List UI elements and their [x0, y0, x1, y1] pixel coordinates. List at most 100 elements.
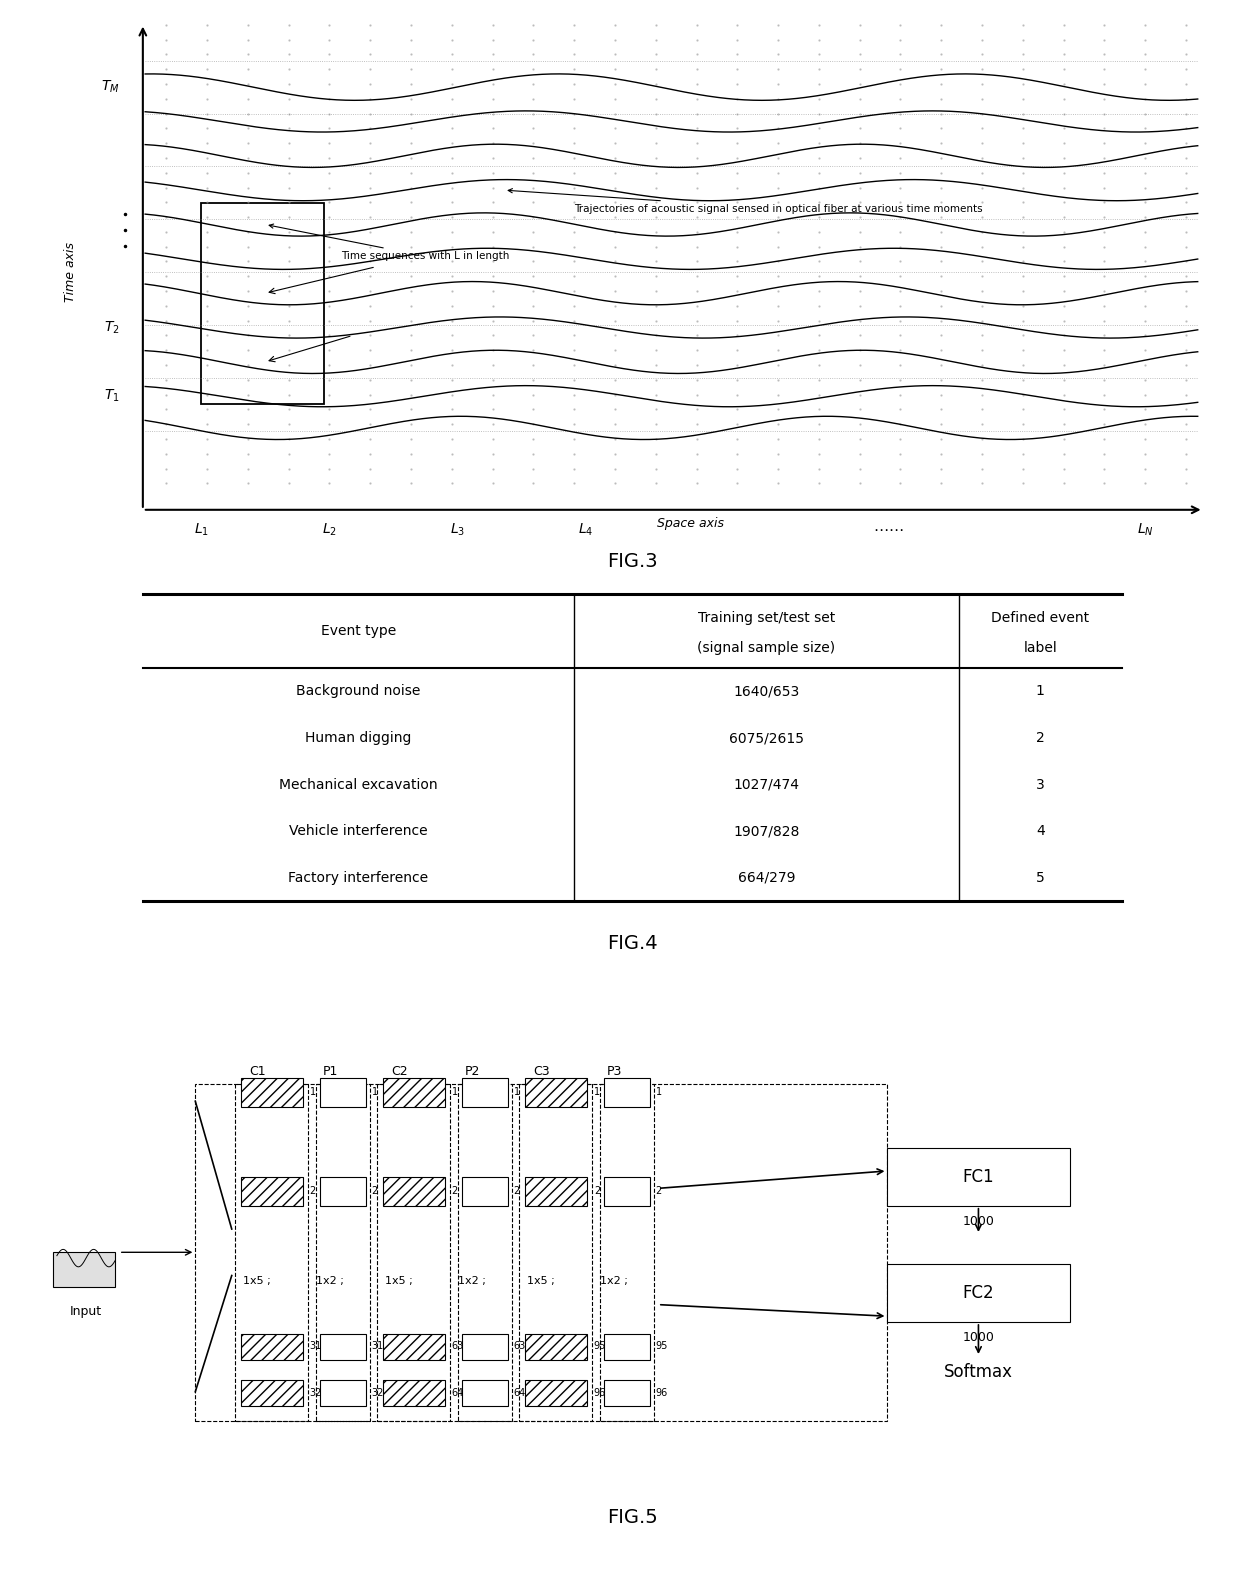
Text: FIG.5: FIG.5 — [608, 1508, 657, 1527]
Text: Time sequences with L in length: Time sequences with L in length — [269, 224, 510, 261]
Bar — [236, 1084, 309, 1421]
Text: 63: 63 — [513, 1341, 526, 1352]
Bar — [604, 1333, 650, 1360]
Text: 664/279: 664/279 — [738, 870, 795, 885]
Bar — [241, 1078, 303, 1107]
Text: $T_M$: $T_M$ — [100, 79, 119, 96]
Bar — [383, 1078, 445, 1107]
Text: 1: 1 — [372, 1088, 378, 1097]
Text: Background noise: Background noise — [296, 685, 420, 699]
Text: 1: 1 — [513, 1088, 520, 1097]
Text: $L_N$: $L_N$ — [1137, 521, 1153, 538]
Text: 1x5 ;: 1x5 ; — [527, 1277, 556, 1286]
Bar — [525, 1333, 587, 1360]
Text: (signal sample size): (signal sample size) — [697, 641, 836, 655]
Text: 1: 1 — [656, 1088, 662, 1097]
Text: 5: 5 — [1035, 870, 1045, 885]
Text: 1: 1 — [451, 1088, 458, 1097]
Text: Softmax: Softmax — [944, 1363, 1013, 1380]
Text: 96: 96 — [656, 1388, 668, 1398]
Text: FC1: FC1 — [962, 1168, 994, 1185]
Text: $L_3$: $L_3$ — [450, 521, 465, 538]
Text: 2: 2 — [1035, 730, 1045, 745]
Bar — [525, 1380, 587, 1406]
Text: Training set/test set: Training set/test set — [698, 611, 835, 625]
Text: Mechanical excavation: Mechanical excavation — [279, 778, 438, 792]
Text: label: label — [1023, 641, 1058, 655]
Text: 1: 1 — [1035, 685, 1045, 699]
Bar — [241, 1333, 303, 1360]
Bar — [320, 1333, 366, 1360]
Bar — [600, 1084, 655, 1421]
Bar — [383, 1333, 445, 1360]
Text: 1: 1 — [594, 1088, 600, 1097]
Text: FIG.4: FIG.4 — [608, 935, 657, 954]
Text: 1000: 1000 — [962, 1330, 994, 1344]
Text: 2: 2 — [372, 1187, 378, 1196]
Bar — [383, 1177, 445, 1206]
Text: $\cdots\cdots$: $\cdots\cdots$ — [873, 521, 904, 537]
Bar — [604, 1078, 650, 1107]
Text: 2: 2 — [594, 1187, 600, 1196]
Text: Input: Input — [69, 1305, 102, 1317]
Bar — [461, 1380, 508, 1406]
Bar — [604, 1380, 650, 1406]
Text: C3: C3 — [533, 1066, 549, 1078]
Text: 32: 32 — [372, 1388, 384, 1398]
Text: $L_2$: $L_2$ — [322, 521, 337, 538]
Text: 64: 64 — [513, 1388, 526, 1398]
Text: 31: 31 — [372, 1341, 384, 1352]
Text: Event type: Event type — [321, 625, 396, 637]
Bar — [315, 1084, 371, 1421]
Text: $L_4$: $L_4$ — [578, 521, 594, 538]
Text: 95: 95 — [656, 1341, 668, 1352]
Bar — [241, 1177, 303, 1206]
Text: Space axis: Space axis — [657, 516, 724, 530]
Text: C1: C1 — [249, 1066, 265, 1078]
Text: 32: 32 — [310, 1388, 322, 1398]
Text: 1907/828: 1907/828 — [733, 825, 800, 839]
Text: P2: P2 — [465, 1066, 480, 1078]
Bar — [53, 1253, 115, 1288]
Text: 1x5 ;: 1x5 ; — [386, 1277, 413, 1286]
Bar — [525, 1177, 587, 1206]
Text: $T_1$: $T_1$ — [104, 389, 119, 405]
Text: 4: 4 — [1035, 825, 1045, 839]
Text: 1x2 ;: 1x2 ; — [600, 1277, 629, 1286]
Text: 2: 2 — [656, 1187, 662, 1196]
Text: $T_2$: $T_2$ — [104, 320, 119, 335]
Bar — [461, 1078, 508, 1107]
Text: 1000: 1000 — [962, 1215, 994, 1228]
Text: Human digging: Human digging — [305, 730, 412, 745]
Text: 3: 3 — [1035, 778, 1045, 792]
Bar — [377, 1084, 450, 1421]
Text: 95: 95 — [594, 1341, 606, 1352]
Text: 64: 64 — [451, 1388, 464, 1398]
Bar — [520, 1084, 593, 1421]
Bar — [458, 1084, 512, 1421]
Text: 1640/653: 1640/653 — [733, 685, 800, 699]
Bar — [196, 1084, 888, 1421]
Text: $L_1$: $L_1$ — [193, 521, 208, 538]
Text: 1x2 ;: 1x2 ; — [459, 1277, 486, 1286]
Bar — [888, 1147, 1070, 1206]
Bar — [461, 1333, 508, 1360]
Text: Vehicle interference: Vehicle interference — [289, 825, 428, 839]
Text: Trajectories of acoustic signal sensed in optical fiber at various time moments: Trajectories of acoustic signal sensed i… — [508, 189, 983, 214]
Text: P1: P1 — [322, 1066, 337, 1078]
Bar — [320, 1177, 366, 1206]
Bar — [241, 1380, 303, 1406]
Text: FIG.3: FIG.3 — [608, 552, 657, 571]
Bar — [525, 1078, 587, 1107]
Bar — [461, 1177, 508, 1206]
Text: 63: 63 — [451, 1341, 464, 1352]
Text: FC2: FC2 — [962, 1284, 994, 1302]
Bar — [888, 1264, 1070, 1322]
Bar — [383, 1380, 445, 1406]
Text: Time axis: Time axis — [64, 242, 77, 302]
Text: 1x5 ;: 1x5 ; — [243, 1277, 272, 1286]
Bar — [320, 1078, 366, 1107]
Text: C2: C2 — [391, 1066, 408, 1078]
Bar — [201, 203, 324, 405]
Text: 2: 2 — [310, 1187, 316, 1196]
